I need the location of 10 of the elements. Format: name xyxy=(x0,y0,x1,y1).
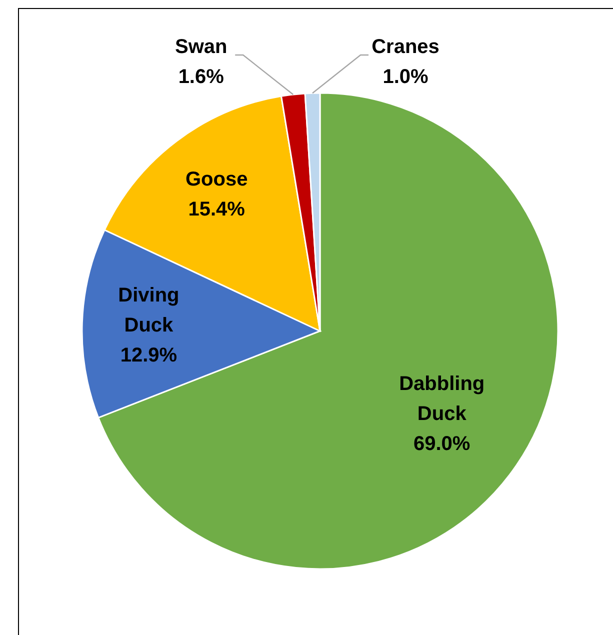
slice-label: Diving Duck xyxy=(118,284,180,336)
data-label: 12.9% xyxy=(120,344,178,366)
data-label: 1.6% xyxy=(178,66,224,88)
data-label: 15.4% xyxy=(188,198,246,220)
slice-label: Goose xyxy=(185,168,248,190)
data-label: 69.0% xyxy=(414,433,470,456)
slice-label: Swan xyxy=(174,36,228,58)
data-label: 1.0% xyxy=(382,66,429,88)
slice-label: Dabbling Duck xyxy=(399,373,485,426)
slice-label: Cranes xyxy=(372,36,440,58)
